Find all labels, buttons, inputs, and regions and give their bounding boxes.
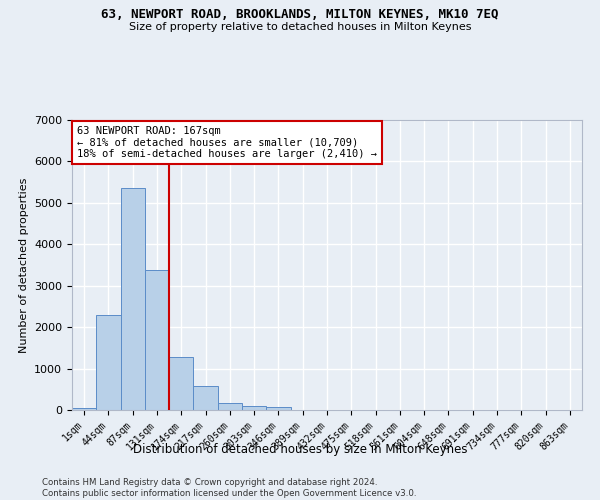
Bar xyxy=(145,270,169,410)
Text: Distribution of detached houses by size in Milton Keynes: Distribution of detached houses by size … xyxy=(133,442,467,456)
Bar xyxy=(121,188,145,410)
Text: 63 NEWPORT ROAD: 167sqm
← 81% of detached houses are smaller (10,709)
18% of sem: 63 NEWPORT ROAD: 167sqm ← 81% of detache… xyxy=(77,126,377,159)
Bar xyxy=(96,314,121,410)
Bar xyxy=(242,406,266,410)
Bar xyxy=(193,386,218,410)
Y-axis label: Number of detached properties: Number of detached properties xyxy=(19,178,29,352)
Text: Contains HM Land Registry data © Crown copyright and database right 2024.
Contai: Contains HM Land Registry data © Crown c… xyxy=(42,478,416,498)
Text: 63, NEWPORT ROAD, BROOKLANDS, MILTON KEYNES, MK10 7EQ: 63, NEWPORT ROAD, BROOKLANDS, MILTON KEY… xyxy=(101,8,499,20)
Bar xyxy=(266,407,290,410)
Bar xyxy=(218,403,242,410)
Bar xyxy=(169,357,193,410)
Text: Size of property relative to detached houses in Milton Keynes: Size of property relative to detached ho… xyxy=(129,22,471,32)
Bar xyxy=(72,408,96,410)
